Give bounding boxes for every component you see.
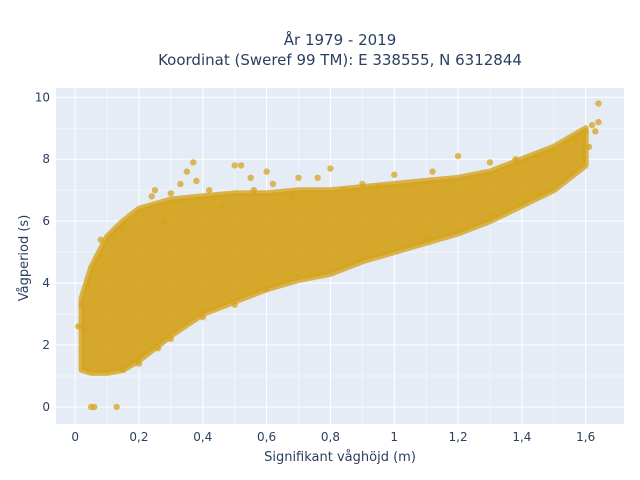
data-point [595, 118, 602, 126]
data-point [97, 236, 104, 243]
y-tick-label: 0 [42, 400, 50, 414]
data-point [486, 211, 494, 219]
data-point [193, 177, 200, 185]
data-point [110, 233, 117, 240]
data-point [422, 233, 430, 240]
data-point [135, 360, 143, 367]
x-tick-label: 0,8 [321, 430, 340, 444]
data-point [375, 183, 382, 191]
data-point [537, 190, 545, 197]
data-point [167, 190, 175, 197]
data-point [75, 323, 82, 330]
data-point [327, 165, 334, 172]
data-point [231, 162, 238, 169]
data-point [359, 180, 366, 188]
data-point [585, 143, 593, 151]
x-tick-label: 0,6 [257, 430, 276, 444]
data-point [263, 168, 270, 175]
x-tick-label: 0,2 [129, 430, 148, 444]
data-point [486, 159, 494, 166]
x-tick-label: 1,4 [512, 430, 531, 444]
x-tick-label: 1,6 [576, 430, 595, 444]
data-point [237, 162, 245, 169]
data-point [119, 366, 127, 374]
x-tick-label: 1 [390, 430, 398, 444]
data-point [190, 159, 197, 166]
data-point [247, 174, 254, 182]
data-point [84, 282, 92, 290]
y-tick-label: 4 [42, 276, 50, 290]
data-point [295, 174, 302, 182]
y-tick-label: 10 [35, 90, 50, 104]
data-point [148, 193, 155, 200]
chart-title-line2: Koordinat (Sweref 99 TM): E 338555, N 63… [158, 51, 522, 69]
data-point [572, 137, 580, 144]
x-axis-title: Signifikant våghöjd (m) [264, 450, 416, 465]
data-point [582, 128, 589, 135]
data-point [391, 171, 398, 178]
data-point [359, 255, 366, 262]
data-point [161, 217, 168, 225]
data-point [81, 326, 88, 333]
data-point [231, 301, 238, 308]
data-point [151, 186, 159, 194]
data-point [154, 344, 162, 352]
data-point [295, 273, 302, 281]
y-axis-title: Vågperiod (s) [17, 215, 32, 302]
x-tick-label: 0,4 [193, 430, 212, 444]
data-point [263, 286, 270, 293]
x-tick-label: 1,2 [449, 430, 468, 444]
dense-point-cloud [78, 125, 589, 376]
data-point [588, 121, 596, 129]
data-point [595, 100, 602, 107]
data-point [269, 180, 277, 188]
tick-labels: 0 0,2 0,4 0,6 0,8 1 1,2 1,4 1,6 0 2 4 6 8 10 [35, 90, 596, 444]
data-point [454, 152, 462, 160]
data-point [339, 186, 347, 194]
data-point [78, 301, 85, 308]
data-point [113, 403, 120, 411]
data-point [512, 156, 519, 163]
data-point [550, 146, 557, 154]
y-tick-label: 2 [42, 338, 50, 352]
data-point [314, 174, 321, 182]
x-tick-label: 0 [71, 430, 79, 444]
data-point [199, 313, 206, 321]
data-point [250, 186, 258, 194]
data-point [91, 403, 98, 411]
data-point [119, 224, 127, 231]
data-point [429, 168, 436, 175]
data-point [183, 168, 191, 175]
data-points [75, 100, 602, 411]
data-point [592, 128, 599, 135]
data-point [177, 180, 184, 188]
data-point [167, 335, 175, 343]
data-point [534, 152, 542, 160]
y-tick-label: 6 [42, 214, 50, 228]
data-point [218, 202, 226, 209]
y-tick-label: 8 [42, 152, 50, 166]
data-point [97, 252, 104, 259]
data-point [205, 186, 213, 194]
chart-title-line1: År 1979 - 2019 [284, 30, 397, 49]
data-point [288, 193, 296, 200]
